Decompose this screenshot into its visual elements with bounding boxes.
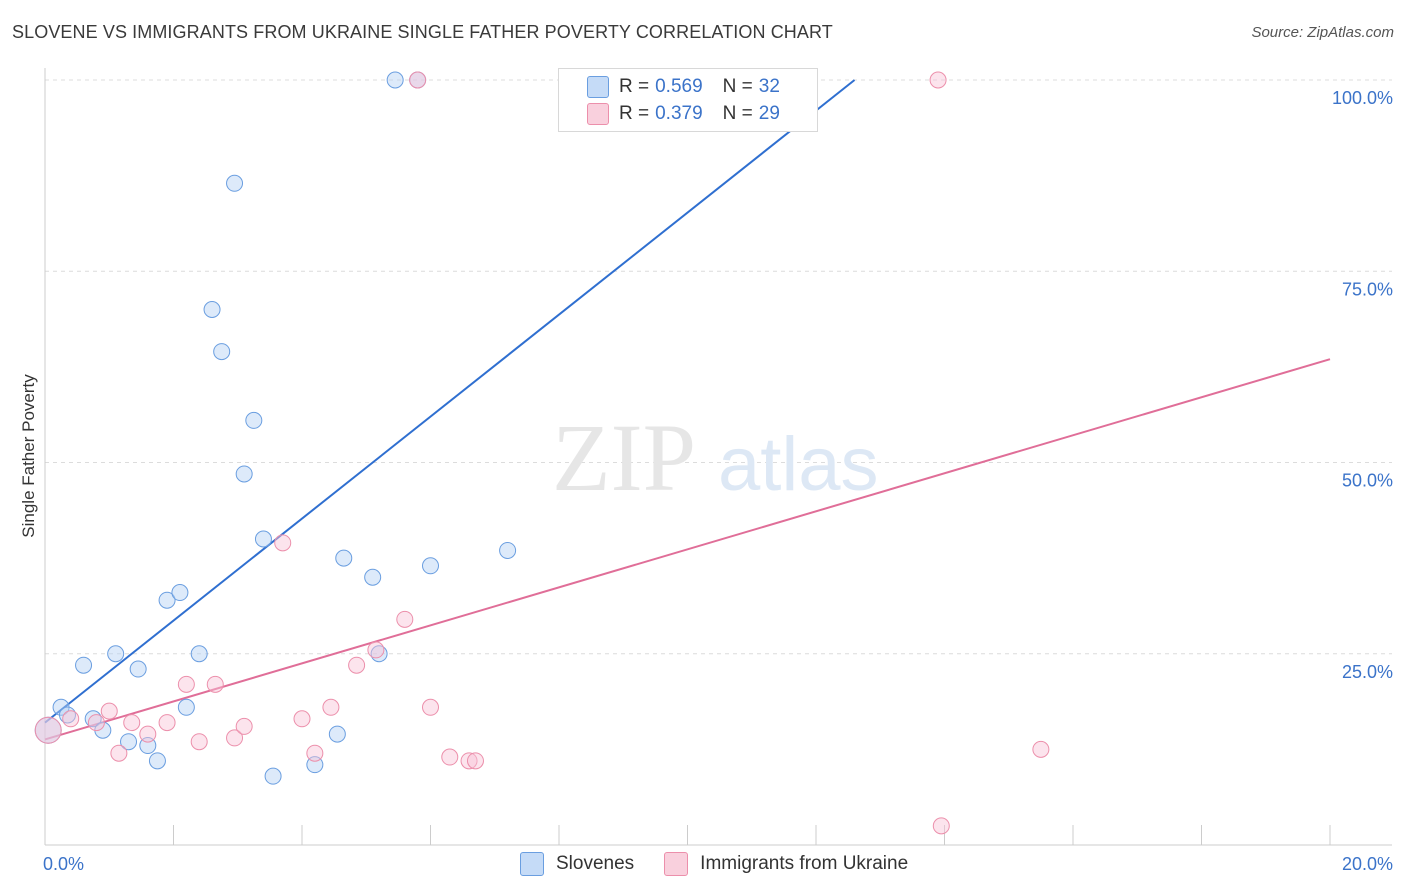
legend-item-ukraine: Immigrants from Ukraine	[664, 852, 908, 876]
point-slovenes	[386, 71, 404, 89]
point-slovenes	[213, 343, 231, 361]
legend-label-slovenes: Slovenes	[556, 853, 635, 874]
x-tick-label: 20.0%	[1342, 854, 1393, 874]
watermark-zip: ZIP	[552, 404, 696, 511]
watermark-atlas: atlas	[718, 422, 879, 507]
point-ukraine	[348, 656, 366, 674]
point-slovenes	[148, 752, 166, 770]
point-slovenes	[203, 301, 221, 318]
correlation-legend: R = 0.569 N = 32 R = 0.379 N = 29	[558, 68, 818, 132]
trend-line-slovenes	[44, 79, 856, 724]
point-ukraine	[158, 714, 176, 732]
point-ukraine	[139, 725, 157, 743]
x-tick-label: 0.0%	[43, 854, 84, 874]
watermark: ZIP atlas	[552, 404, 879, 511]
legend-n-value: 29	[758, 103, 780, 124]
y-axis-label: Single Father Poverty	[19, 374, 38, 538]
point-ukraine	[1032, 740, 1050, 758]
point-slovenes	[364, 568, 382, 586]
point-ukraine	[929, 71, 947, 89]
y-tick-label: 75.0%	[1342, 279, 1393, 299]
point-slovenes	[335, 549, 353, 567]
point-ukraine	[274, 534, 292, 552]
legend-r-value: 0.379	[655, 103, 703, 124]
point-ukraine	[466, 752, 484, 770]
point-slovenes	[328, 725, 346, 743]
y-tick-label: 50.0%	[1342, 471, 1393, 491]
point-slovenes	[245, 411, 263, 429]
point-slovenes	[264, 767, 282, 785]
point-ukraine	[460, 752, 478, 770]
point-ukraine	[62, 710, 80, 728]
point-slovenes	[129, 660, 147, 678]
point-ukraine	[100, 702, 118, 720]
point-slovenes	[235, 465, 253, 483]
point-slovenes	[171, 584, 189, 602]
legend-n-value: 32	[758, 76, 780, 97]
point-ukraine	[441, 748, 459, 766]
y-tick-label: 100.0%	[1332, 88, 1393, 108]
point-slovenes	[75, 656, 93, 674]
legend-item-slovenes: Slovenes	[520, 852, 634, 876]
gridlines	[45, 79, 1392, 655]
point-ukraine	[206, 675, 224, 693]
point-slovenes	[158, 591, 176, 609]
chart-title: SLOVENE VS IMMIGRANTS FROM UKRAINE SINGL…	[12, 22, 833, 42]
point-ukraine	[110, 744, 128, 762]
point-ukraine	[932, 817, 950, 835]
point-slovenes	[107, 645, 125, 663]
point-slovenes	[422, 557, 439, 575]
legend-swatch-ukraine	[587, 103, 609, 125]
axes: 25.0% 50.0% 75.0% 100.0% 0.0% 20.0%	[43, 68, 1393, 874]
series-legend: Slovenes Immigrants from Ukraine	[520, 851, 938, 877]
point-ukraine	[306, 744, 324, 762]
point-ukraine	[123, 714, 141, 732]
point-ukraine	[177, 675, 195, 693]
point-ukraine	[322, 698, 340, 716]
legend-n-label: N =	[722, 76, 753, 97]
point-ukraine	[293, 710, 311, 728]
point-slovenes	[177, 698, 195, 716]
y-tick-label: 25.0%	[1342, 662, 1393, 682]
point-ukraine	[409, 71, 427, 89]
legend-r-label: R =	[619, 76, 650, 97]
source-label: Source: ZipAtlas.com	[1251, 24, 1394, 41]
point-ukraine	[396, 610, 414, 628]
trend-line-ukraine	[44, 358, 1331, 741]
legend-swatch-ukraine	[664, 852, 689, 876]
legend-row-slovenes: R = 0.569 N = 32	[587, 75, 780, 99]
point-slovenes	[226, 174, 244, 192]
legend-r-value: 0.569	[655, 76, 703, 97]
legend-n-label: N =	[722, 103, 753, 124]
legend-swatch-slovenes	[587, 76, 609, 98]
point-ukraine	[87, 714, 105, 732]
point-slovenes	[254, 530, 272, 548]
legend-swatch-slovenes	[520, 852, 544, 876]
point-slovenes	[190, 645, 208, 663]
legend-r-label: R =	[619, 103, 650, 124]
point-ukraine	[34, 716, 62, 744]
point-slovenes	[120, 733, 138, 751]
legend-label-ukraine: Immigrants from Ukraine	[700, 853, 909, 874]
point-ukraine	[190, 733, 208, 751]
data-points	[34, 71, 1050, 835]
point-ukraine	[235, 717, 253, 735]
legend-row-ukraine: R = 0.379 N = 29	[587, 102, 780, 126]
point-ukraine	[422, 698, 439, 716]
point-slovenes	[499, 541, 517, 559]
point-ukraine	[226, 729, 244, 747]
trend-lines	[44, 79, 1331, 741]
point-ukraine	[367, 641, 385, 659]
